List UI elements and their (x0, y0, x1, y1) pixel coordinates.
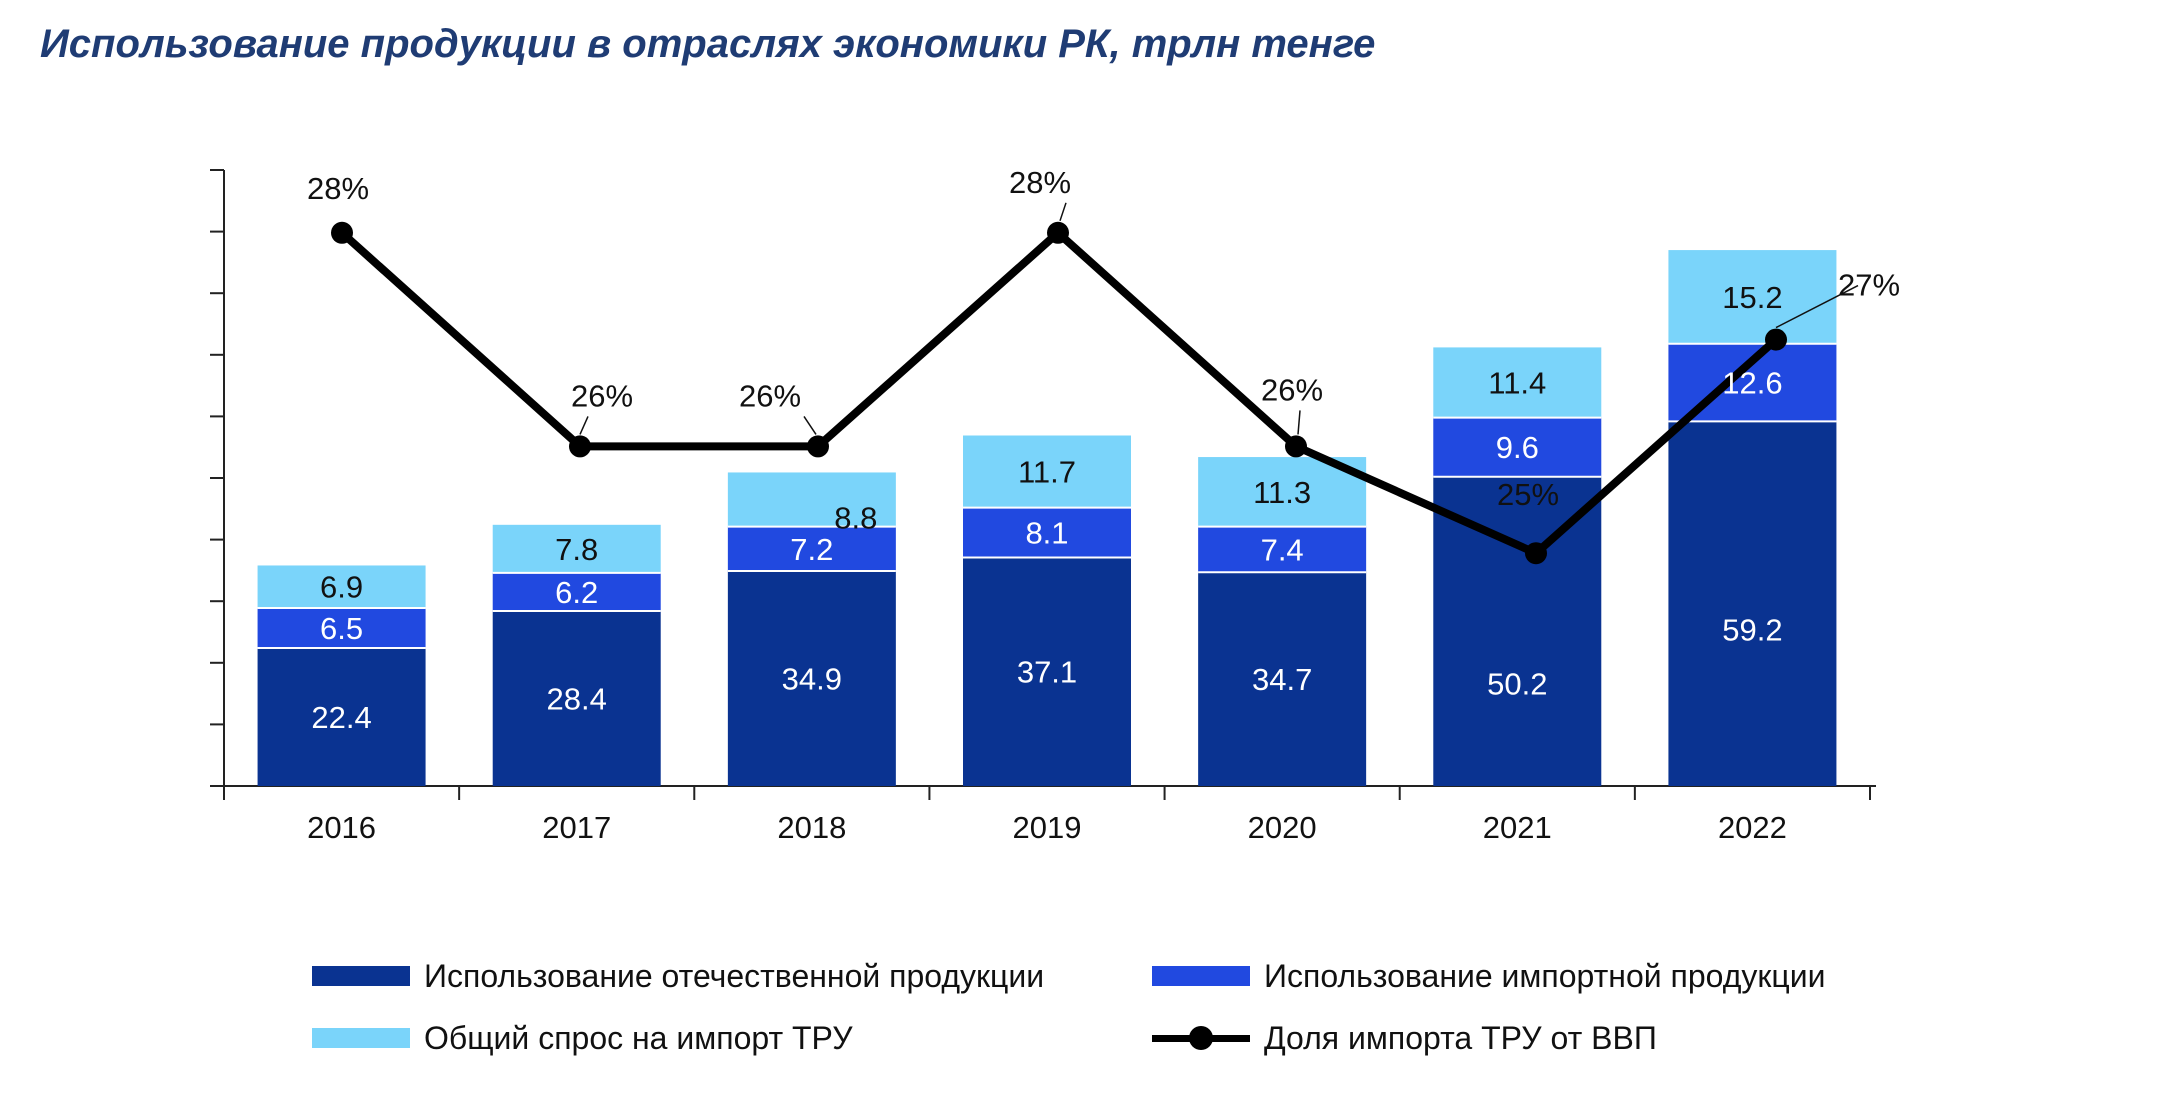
bar-value-label: 6.9 (320, 570, 363, 605)
bar-domestic (257, 648, 426, 786)
share-line-point (1047, 221, 1069, 244)
share-value-label: 25% (1497, 477, 1559, 512)
bar-domestic (1198, 572, 1367, 786)
share-label-leader (803, 415, 817, 435)
share-line-point (569, 435, 591, 458)
share-label-leader (579, 416, 589, 435)
bar-domestic (1433, 476, 1602, 786)
bar-value-label: 59.2 (1722, 613, 1782, 648)
bar-value-label: 6.2 (555, 575, 598, 610)
bar-import-demand (492, 524, 661, 573)
x-tick-label: 2020 (1248, 810, 1317, 845)
share-value-label: 27% (1838, 268, 1900, 303)
bar-value-label: 28.4 (547, 682, 607, 717)
bar-domestic (492, 611, 661, 786)
share-line-point (1765, 328, 1787, 351)
bar-import-demand (727, 472, 896, 527)
x-tick-label: 2021 (1483, 810, 1552, 845)
bar-domestic (963, 557, 1131, 786)
x-tick-label: 2018 (777, 810, 846, 845)
bar-value-label: 34.9 (782, 662, 842, 697)
bar-import-demand (963, 435, 1131, 508)
bar-import-demand (1433, 347, 1602, 418)
bar-value-label: 12.6 (1722, 366, 1782, 401)
bar-import-use (257, 607, 426, 649)
bar-import-use (963, 507, 1131, 558)
share-line-point (331, 221, 353, 244)
bar-value-label: 11.4 (1488, 366, 1546, 401)
share-line-point (1525, 542, 1547, 565)
x-tick-label: 2022 (1718, 810, 1787, 845)
share-label-leader (1297, 410, 1301, 435)
share-label-leader (1775, 284, 1859, 329)
bar-value-label: 9.6 (1496, 430, 1539, 465)
share-value-label: 28% (1009, 165, 1071, 200)
share-line-point (1285, 435, 1307, 458)
bar-value-label: 11.3 (1253, 475, 1311, 510)
share-value-label: 26% (571, 378, 633, 413)
bar-import-use (492, 572, 661, 612)
bar-domestic (1668, 421, 1837, 786)
bar-value-label: 7.8 (555, 532, 598, 567)
bar-value-label: 37.1 (1017, 655, 1077, 690)
bar-value-label: 15.2 (1722, 280, 1782, 315)
bar-import-use (1198, 526, 1367, 573)
bar-value-label: 7.2 (790, 532, 833, 567)
share-line-point (807, 435, 829, 458)
share-line-series (331, 202, 1859, 565)
chart-axes: 2016 2017 2018 2019 2020 2021 2022 (210, 169, 1876, 845)
share-value-label: 26% (739, 378, 801, 413)
bar-value-label: 8.1 (1025, 516, 1068, 551)
bar-value-label: 7.4 (1261, 532, 1304, 567)
x-tick-label: 2016 (307, 810, 376, 845)
bar-import-use (727, 526, 896, 572)
bar-value-label: 8.8 (834, 501, 877, 536)
bar-value-label: 34.7 (1252, 662, 1312, 697)
bar-import-demand (257, 565, 426, 608)
bar-value-label: 22.4 (311, 700, 371, 735)
chart-data-labels: 22.4 28.4 34.9 37.1 34.7 50.2 59.2 6.5 6.2 7.2 8.1… (307, 165, 1900, 735)
share-value-label: 28% (307, 171, 369, 206)
bar-value-label: 50.2 (1487, 666, 1547, 701)
bar-domestic (727, 571, 896, 786)
bar-value-label: 11.7 (1018, 455, 1076, 490)
bar-value-label: 6.5 (320, 611, 363, 646)
chart-bars (257, 250, 1837, 786)
share-value-label: 26% (1261, 372, 1323, 407)
x-tick-label: 2019 (1013, 810, 1082, 845)
x-tick-label: 2017 (542, 810, 611, 845)
chart-title: Использование продукции в отраслях эконо… (40, 22, 1376, 66)
bar-import-demand (1668, 250, 1837, 344)
share-label-leader (1059, 202, 1067, 222)
bar-import-use (1433, 417, 1602, 477)
